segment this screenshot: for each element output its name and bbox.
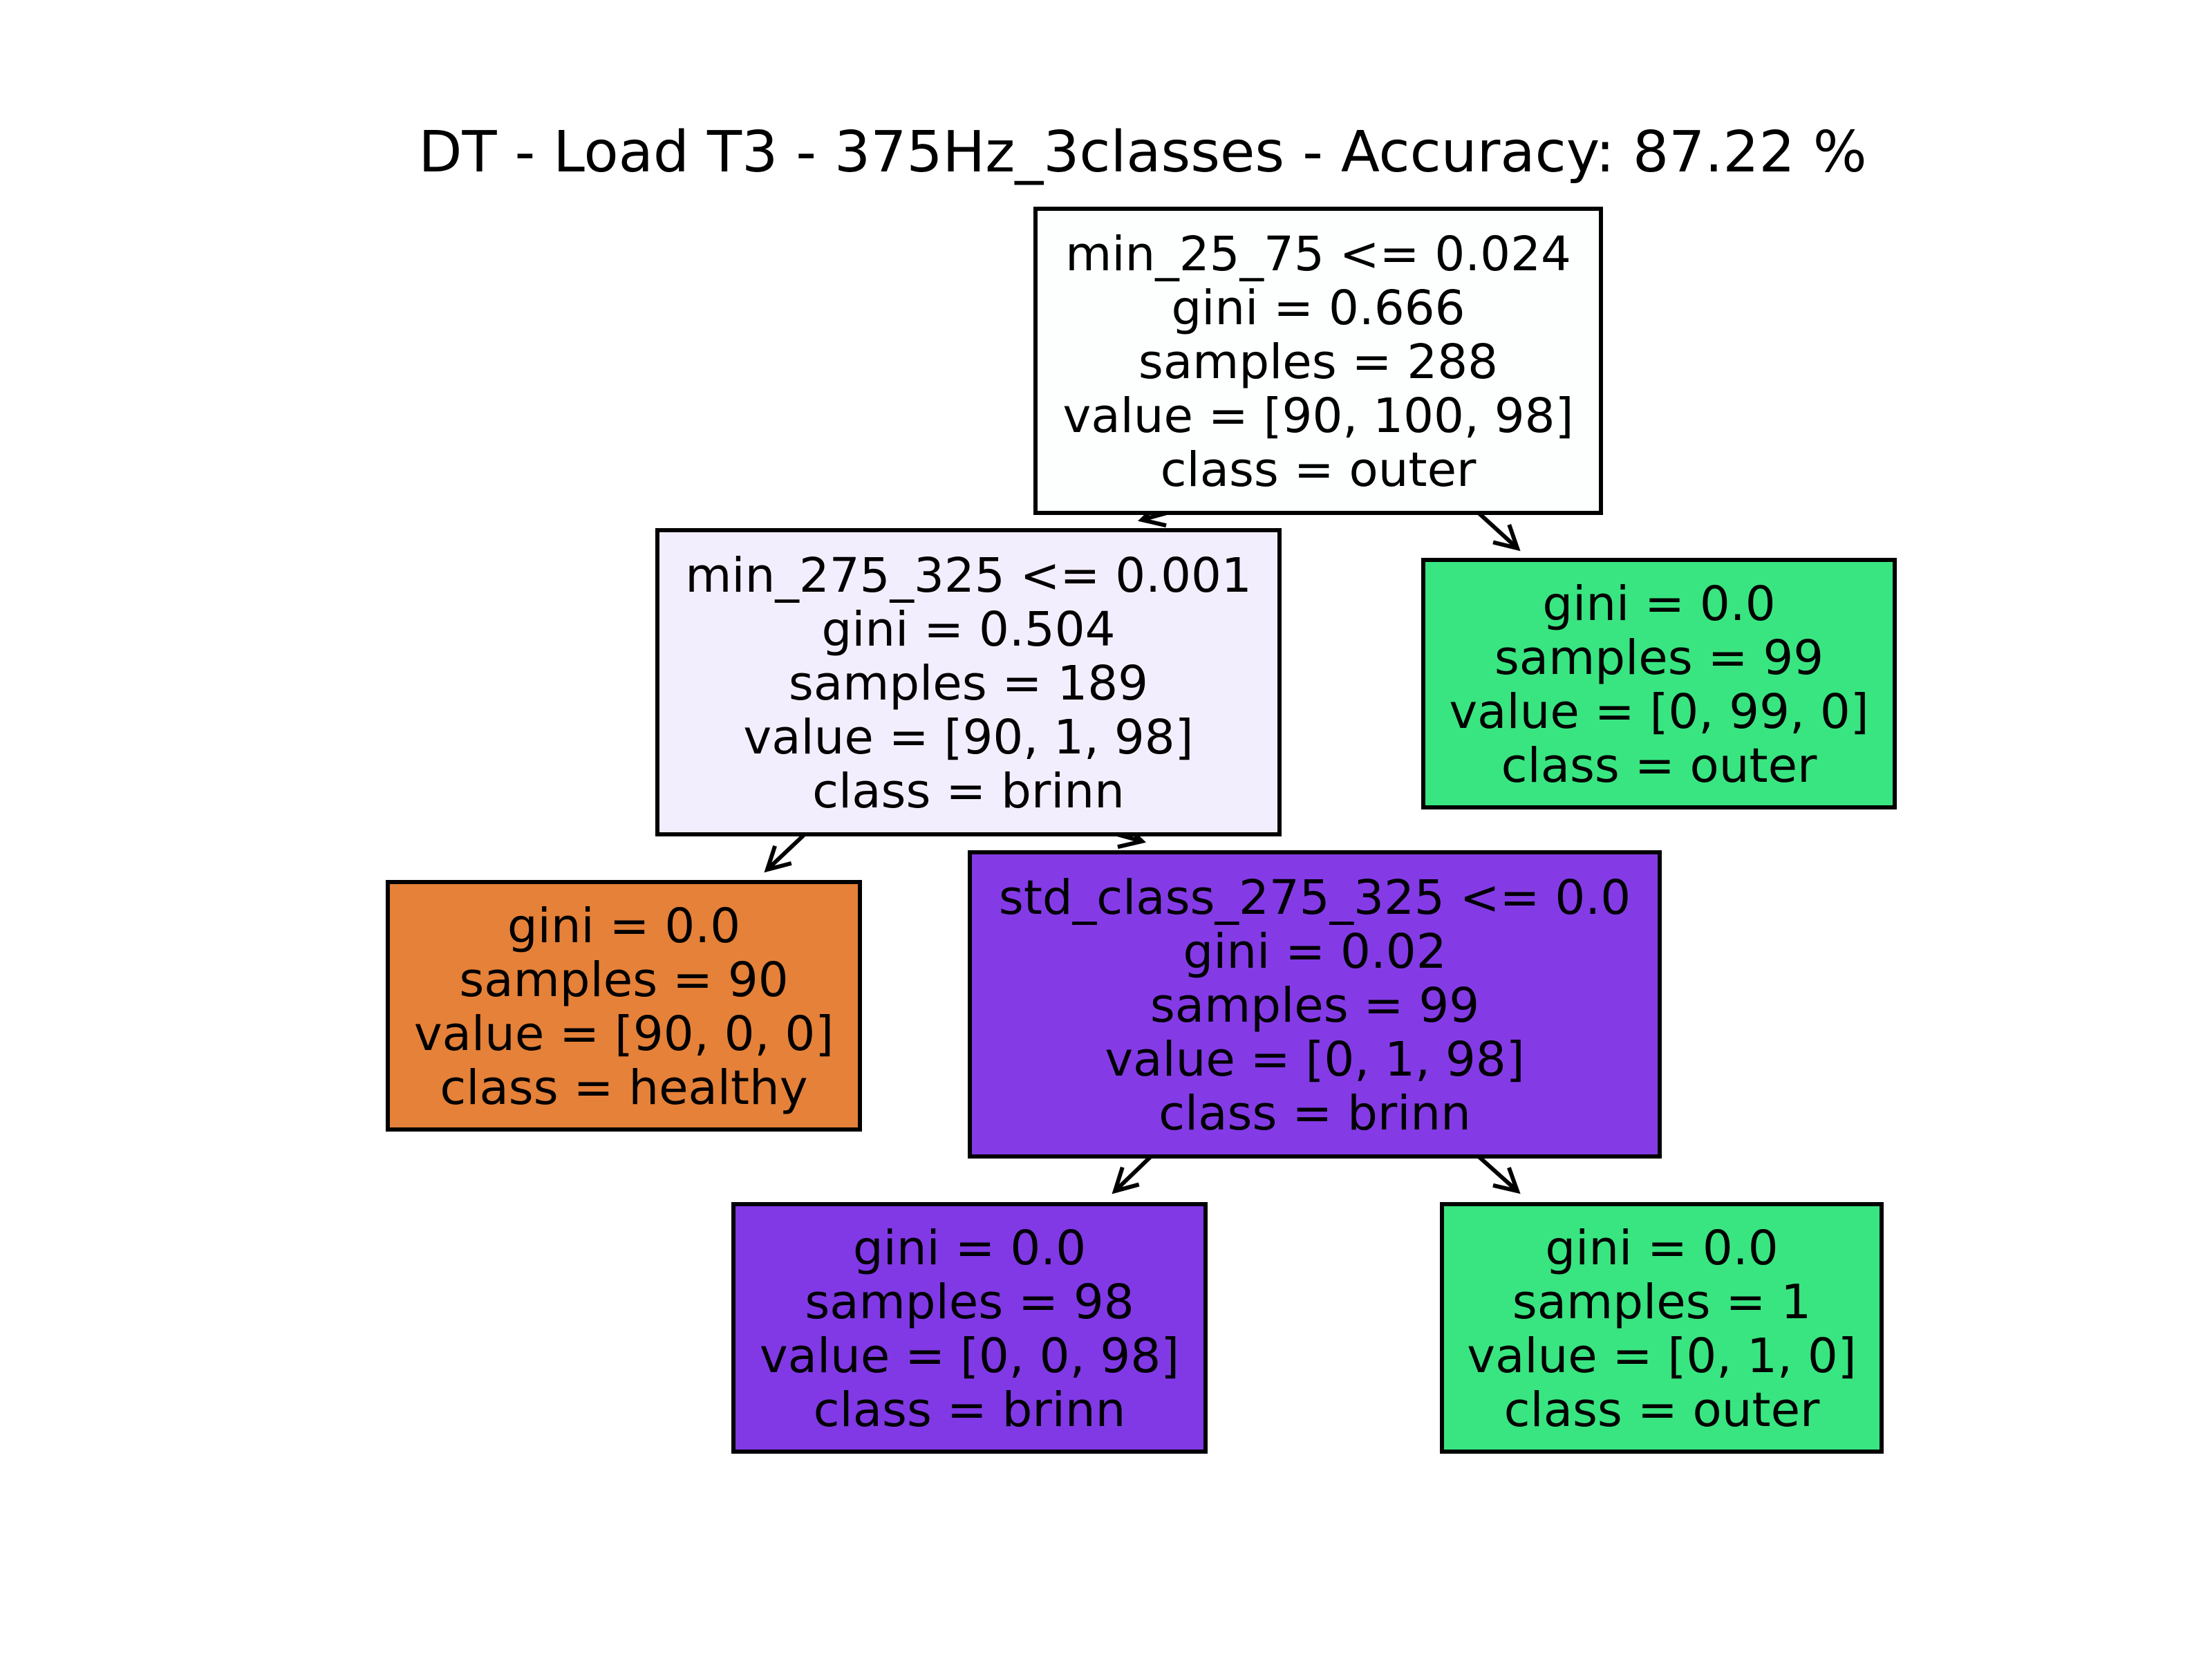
edge-line bbox=[1477, 511, 1519, 550]
node-line: class = outer bbox=[1504, 1382, 1820, 1438]
node-box bbox=[655, 528, 1282, 836]
node-box bbox=[1440, 1202, 1884, 1454]
node-line: samples = 99 bbox=[1494, 630, 1824, 686]
node-line: gini = 0.0 bbox=[507, 899, 740, 954]
node-box bbox=[731, 1202, 1208, 1454]
edge-line bbox=[1113, 1154, 1153, 1193]
node-line: value = [0, 0, 98] bbox=[760, 1329, 1179, 1384]
node-line: value = [90, 1, 98] bbox=[743, 710, 1193, 765]
node-line: std_class_275_325 <= 0.0 bbox=[999, 870, 1631, 926]
node-line: gini = 0.504 bbox=[821, 602, 1115, 657]
node-line: value = [90, 100, 98] bbox=[1062, 388, 1573, 444]
node-line: value = [0, 1, 0] bbox=[1467, 1329, 1856, 1384]
node-box bbox=[1033, 207, 1603, 515]
edge-root-to-right bbox=[1477, 511, 1521, 552]
arrowhead-icon bbox=[1112, 1166, 1140, 1194]
node-line: class = brinn bbox=[814, 1382, 1126, 1438]
node-line: class = healthy bbox=[440, 1060, 807, 1116]
node-line: gini = 0.02 bbox=[1183, 924, 1446, 980]
node-box bbox=[386, 880, 862, 1132]
node-line: samples = 288 bbox=[1138, 335, 1498, 390]
node-box bbox=[1421, 558, 1897, 809]
node-line: min_25_75 <= 0.024 bbox=[1065, 227, 1571, 282]
edge-line bbox=[1477, 1154, 1519, 1193]
node-line: class = outer bbox=[1501, 738, 1817, 794]
node-line: class = outer bbox=[1161, 442, 1477, 498]
edge-line bbox=[765, 832, 807, 872]
node-line: value = [0, 1, 98] bbox=[1105, 1032, 1524, 1087]
arrowhead-icon bbox=[764, 845, 792, 873]
node-line: samples = 99 bbox=[1150, 978, 1479, 1033]
node-line: value = [90, 0, 0] bbox=[414, 1006, 834, 1062]
node-line: gini = 0.0 bbox=[853, 1221, 1086, 1276]
node-line: gini = 0.0 bbox=[1545, 1221, 1778, 1276]
node-line: samples = 98 bbox=[805, 1275, 1134, 1330]
node-line: value = [0, 99, 0] bbox=[1449, 684, 1868, 740]
node-line: samples = 90 bbox=[459, 953, 788, 1008]
node-line: samples = 1 bbox=[1512, 1275, 1811, 1330]
node-line: gini = 0.666 bbox=[1171, 281, 1465, 336]
edge-left-right-to-left-right-right bbox=[1477, 1154, 1521, 1194]
node-line: gini = 0.0 bbox=[1542, 577, 1775, 632]
edge-left-right-to-left-right-left bbox=[1112, 1154, 1153, 1194]
edge-left-to-left-left bbox=[764, 832, 807, 873]
arrowhead-icon bbox=[1492, 523, 1521, 552]
node-line: class = brinn bbox=[812, 764, 1125, 819]
node-box bbox=[968, 850, 1662, 1159]
node-line: min_275_325 <= 0.001 bbox=[685, 548, 1252, 603]
diagram-title: DT - Load T3 - 375Hz_3classes - Accuracy… bbox=[418, 120, 1866, 185]
node-line: class = brinn bbox=[1159, 1086, 1471, 1141]
node-line: samples = 189 bbox=[789, 656, 1148, 711]
arrowhead-icon bbox=[1492, 1167, 1521, 1194]
